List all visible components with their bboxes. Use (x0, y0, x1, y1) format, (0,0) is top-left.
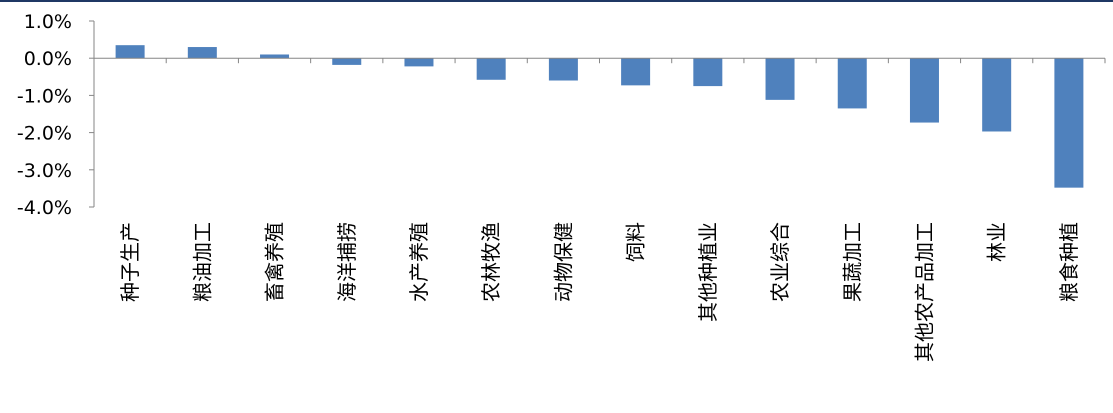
x-category-label: 其他农产品加工 (912, 222, 936, 362)
bar-2 (187, 47, 217, 59)
bar-8 (621, 58, 651, 86)
bar-7 (548, 58, 578, 81)
bar-6 (476, 58, 506, 80)
y-tick-label: 0.0% (24, 48, 72, 70)
bar-3 (260, 54, 290, 59)
x-category-label: 海洋捕捞 (335, 222, 359, 302)
x-category-label: 饲料 (624, 222, 648, 262)
bar-10 (765, 58, 795, 100)
bar-5 (404, 58, 434, 67)
y-tick-label: 1.0% (24, 11, 72, 33)
bar-13 (982, 58, 1012, 132)
x-category-label: 粮油加工 (190, 222, 214, 302)
y-tick-label: -4.0% (17, 197, 72, 219)
y-axis: 1.0% 0.0% -1.0% -2.0% -3.0% -4.0% (17, 11, 95, 219)
x-category-label: 种子生产 (118, 222, 142, 302)
bar-11 (837, 58, 867, 109)
x-category-label: 农林牧渔 (479, 222, 503, 302)
x-category-label: 粮食种植 (1057, 222, 1081, 302)
bar-12 (909, 58, 939, 123)
x-category-label: 果蔬加工 (840, 222, 864, 302)
bar-4 (332, 58, 362, 65)
x-axis (93, 57, 1106, 64)
bar-9 (693, 58, 723, 87)
x-category-label: 农业综合 (768, 222, 792, 302)
y-tick-label: -2.0% (17, 123, 72, 145)
bar-1 (115, 45, 145, 59)
bar-14 (1054, 58, 1084, 188)
x-category-label: 动物保健 (551, 222, 575, 302)
x-category-label: 其他种植业 (696, 222, 720, 322)
x-category-label: 水产养殖 (407, 222, 431, 302)
x-category-label: 畜禽养殖 (263, 222, 287, 302)
y-tick-label: -1.0% (17, 85, 72, 107)
x-axis-labels: 种子生产 粮油加工 畜禽养殖 海洋捕捞 水产养殖 农林牧渔 动物保健 饲料 其他种植业 农业综合 果… (118, 222, 1081, 362)
y-tick-label: -3.0% (17, 160, 72, 182)
bars (115, 45, 1084, 188)
x-category-label: 林业 (985, 222, 1009, 262)
